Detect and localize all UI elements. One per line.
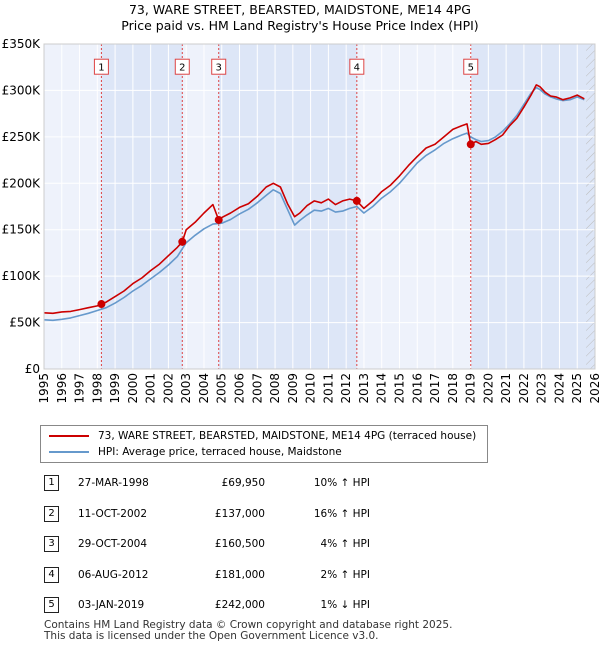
legend-label-property: 73, WARE STREET, BEARSTED, MAIDSTONE, ME… [98, 430, 477, 442]
x-tick-label: 2010 [304, 373, 318, 404]
x-tick-label: 1996 [55, 373, 69, 404]
forecast-hatch [586, 44, 595, 369]
x-tick-label: 2023 [535, 373, 549, 404]
chart-subtitle: Price paid vs. HM Land Registry's House … [121, 18, 479, 33]
sale-hpi-diff: 2% ↑ HPI [320, 569, 370, 581]
price-chart: £0 £50K £100K £150K £200K £250K £300K £350K 1995… [2, 37, 600, 404]
y-tick-label: £50K [9, 316, 41, 330]
x-tick-label: 2016 [410, 373, 424, 404]
sale-marker-box [174, 58, 190, 75]
sale-marker-label: 2 [179, 63, 185, 74]
sale-date: 06-AUG-2012 [78, 569, 149, 581]
legend-swatch-property [49, 435, 89, 437]
chart-legend: 73, WARE STREET, BEARSTED, MAIDSTONE, ME… [40, 425, 488, 463]
sale-row: 4 06-AUG-2012 £181,000 2% ↑ HPI [0, 567, 600, 583]
y-tick-label: £350K [2, 37, 42, 51]
sale-period-band [101, 44, 183, 369]
sale-marker-label: 3 [216, 63, 222, 74]
x-tick-label: 2009 [286, 373, 300, 404]
chart-title: 73, WARE STREET, BEARSTED, MAIDSTONE, ME… [128, 2, 471, 17]
sale-price: £160,500 [214, 538, 265, 550]
sale-point [178, 237, 187, 246]
sale-row: 1 27-MAR-1998 £69,950 10% ↑ HPI [0, 475, 600, 491]
sale-hpi-diff: 16% ↑ HPI [313, 508, 370, 520]
legend-item-property: 73, WARE STREET, BEARSTED, MAIDSTONE, ME… [49, 429, 476, 443]
sale-price: £242,000 [214, 599, 265, 611]
sale-point [214, 215, 223, 224]
sale-date: 27-MAR-1998 [78, 477, 149, 489]
sale-date: 11-OCT-2002 [78, 508, 147, 520]
sale-price: £137,000 [214, 508, 265, 520]
x-tick-label: 2006 [233, 373, 247, 404]
x-tick-label: 2015 [392, 373, 406, 404]
legend-swatch-hpi [49, 451, 89, 453]
x-tick-label: 2007 [250, 373, 264, 404]
sale-price: £181,000 [214, 569, 265, 581]
sale-number-badge: 3 [44, 536, 59, 552]
x-tick-label: 2002 [161, 373, 175, 404]
x-tick-label: 2001 [144, 373, 158, 404]
sale-hpi-diff: 10% ↑ HPI [313, 477, 370, 489]
plot-border [43, 43, 596, 370]
x-tick-label: 1999 [108, 373, 122, 404]
sale-date: 03-JAN-2019 [78, 599, 145, 611]
footer-copyright: Contains HM Land Registry data © Crown c… [44, 619, 453, 631]
y-tick-label: £0 [25, 362, 40, 376]
x-tick-label: 2005 [215, 373, 229, 404]
sale-marker-label: 1 [98, 63, 104, 74]
sale-marker-box [463, 58, 479, 75]
legend-item-hpi: HPI: Average price, terraced house, Maid… [49, 445, 342, 459]
y-tick-label: £100K [2, 269, 42, 283]
sale-marker-box [211, 58, 227, 75]
legend-label-hpi: HPI: Average price, terraced house, Maid… [98, 446, 342, 458]
x-tick-label: 1998 [90, 373, 104, 404]
y-tick-label: £150K [2, 223, 42, 237]
sale-point [97, 300, 106, 309]
sale-number-badge: 1 [44, 475, 59, 491]
sale-price: £69,950 [221, 477, 265, 489]
x-tick-label: 2022 [517, 373, 531, 404]
x-tick-label: 1995 [37, 373, 51, 404]
y-tick-label: £200K [2, 176, 42, 190]
hpi-series-line [43, 86, 585, 322]
x-tick-label: 2021 [499, 373, 513, 404]
x-tick-label: 2020 [481, 373, 495, 404]
x-tick-label: 1997 [73, 373, 87, 404]
sale-date: 29-OCT-2004 [78, 538, 147, 550]
x-tick-label: 2017 [428, 373, 442, 404]
x-tick-label: 2019 [464, 373, 478, 404]
sale-hpi-diff: 1% ↓ HPI [320, 599, 370, 611]
sale-point [352, 196, 361, 205]
footer-licence: This data is licensed under the Open Gov… [44, 630, 379, 642]
x-tick-label: 2003 [179, 373, 193, 404]
y-tick-label: £250K [2, 130, 42, 144]
x-tick-label: 2013 [357, 373, 371, 404]
y-tick-label: £300K [2, 83, 42, 97]
x-tick-label: 2004 [197, 373, 211, 404]
sale-point [466, 140, 475, 149]
sale-marker-label: 4 [354, 63, 360, 74]
sale-marker-label: 5 [468, 63, 474, 74]
sale-marker-box [349, 58, 365, 75]
x-tick-label: 2012 [339, 373, 353, 404]
sale-number-badge: 2 [44, 506, 59, 522]
x-tick-label: 2025 [570, 373, 584, 404]
x-tick-label: 2018 [446, 373, 460, 404]
sale-hpi-diff: 4% ↑ HPI [320, 538, 370, 550]
sale-row: 3 29-OCT-2004 £160,500 4% ↑ HPI [0, 536, 600, 552]
property-series-line [43, 84, 585, 315]
x-tick-label: 2000 [126, 373, 140, 404]
footer: Contains HM Land Registry data © Crown c… [44, 620, 452, 642]
x-tick-label: 2014 [375, 373, 389, 404]
sale-number-badge: 5 [44, 597, 59, 613]
x-tick-label: 2011 [321, 373, 335, 404]
chart-title-block: 73, WARE STREET, BEARSTED, MAIDSTONE, ME… [0, 2, 600, 34]
sale-row: 2 11-OCT-2002 £137,000 16% ↑ HPI [0, 506, 600, 522]
x-tick-label: 2026 [588, 373, 600, 404]
sale-row: 5 03-JAN-2019 £242,000 1% ↓ HPI [0, 597, 600, 613]
x-tick-label: 2008 [268, 373, 282, 404]
sale-marker-box [93, 58, 109, 75]
sale-number-badge: 4 [44, 567, 59, 583]
x-tick-label: 2024 [552, 373, 566, 404]
